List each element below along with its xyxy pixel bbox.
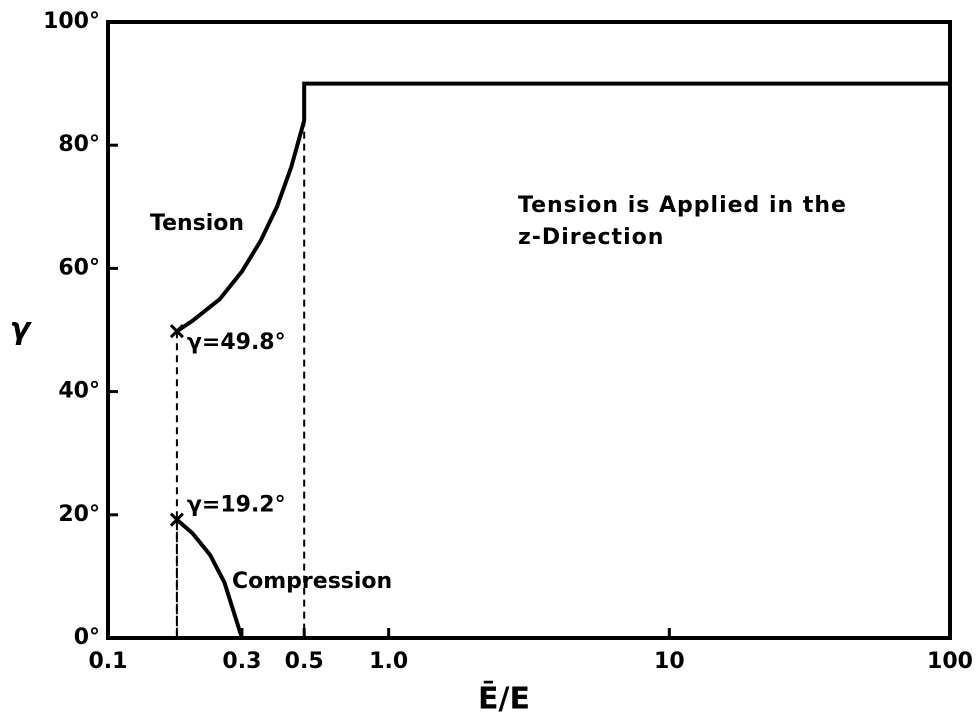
y-tick-label: 20°: [58, 502, 100, 527]
x-axis-label: Ē/E: [478, 681, 530, 717]
y-tick-label: 60°: [58, 255, 100, 280]
marker-label: γ=49.8°: [187, 330, 286, 355]
marker-label: γ=19.2°: [187, 493, 286, 518]
y-tick-label: 40°: [58, 379, 100, 404]
annotation: Tension is Applied in the: [518, 193, 847, 218]
plot-frame: [106, 20, 952, 640]
x-tick-label: 0.1: [89, 649, 128, 674]
x-tick-label: 10: [654, 649, 685, 674]
annotation: z-Direction: [518, 225, 664, 250]
x-tick-label: 0.5: [285, 649, 324, 674]
x-tick-label: 1.0: [369, 649, 408, 674]
series-line: [175, 81, 950, 333]
y-axis-label: γ: [10, 312, 33, 347]
x-tick-label: 100: [927, 649, 973, 674]
x-tick-label: 0.3: [222, 649, 261, 674]
y-tick-label: 0°: [74, 625, 100, 650]
series-label: Compression: [232, 569, 392, 594]
y-tick-label: 100°: [43, 9, 100, 34]
y-tick-label: 80°: [58, 132, 100, 157]
series-label: Tension: [150, 211, 244, 236]
series-line: [175, 518, 244, 639]
